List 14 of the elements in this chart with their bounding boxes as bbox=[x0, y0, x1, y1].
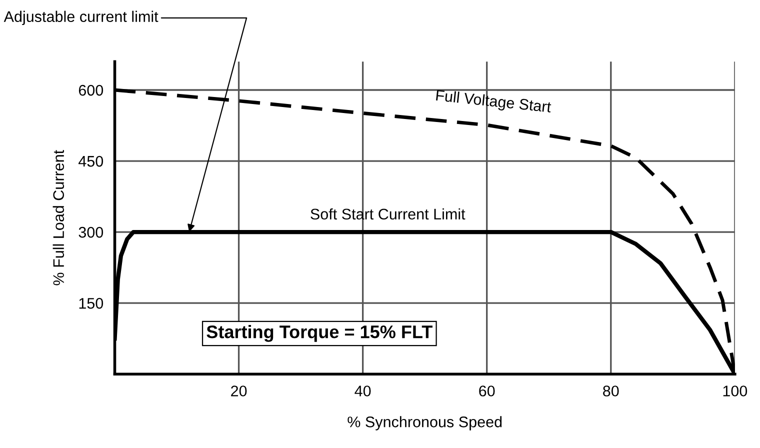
y-tick-label: 300 bbox=[78, 226, 104, 238]
text: Full Voltage Start bbox=[436, 89, 552, 116]
x-tick-label: 60 bbox=[479, 386, 495, 396]
y-tick-label: 150 bbox=[79, 298, 104, 309]
y-axis-title: % Full Load Current bbox=[52, 150, 64, 286]
x-axis-title: % Synchronous Speed bbox=[348, 416, 502, 430]
x-tick-label: 40 bbox=[354, 386, 371, 396]
x-tick-label: 20 bbox=[231, 386, 247, 396]
x-tick-label: 80 bbox=[603, 386, 619, 396]
annotation: Starting Torque = 15% FLT bbox=[206, 325, 433, 342]
y-tick-label: 450 bbox=[78, 156, 104, 167]
x-tick-label: 100 bbox=[723, 386, 748, 396]
y-tick-label: 600 bbox=[78, 84, 104, 96]
annotation: Adjustable current limit bbox=[4, 10, 158, 26]
